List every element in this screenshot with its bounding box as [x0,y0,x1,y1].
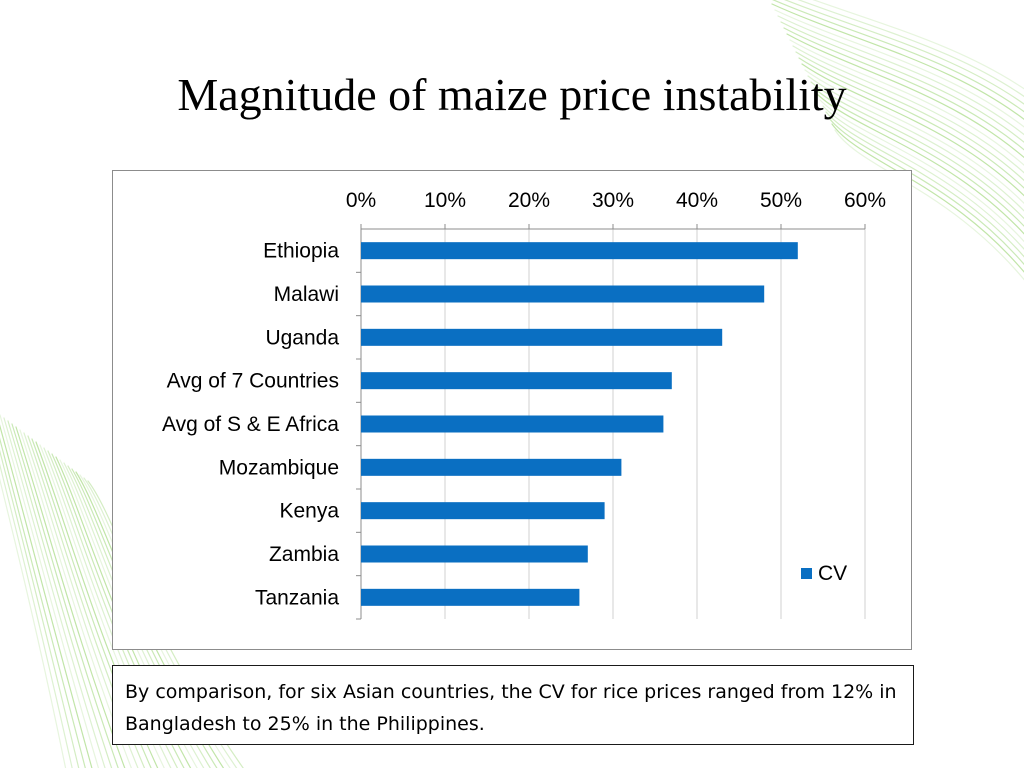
decor-stroke [0,424,93,768]
legend-label: CV [818,562,847,585]
bar [361,285,765,303]
decor-stroke [797,0,1024,98]
x-tick-label: 60% [844,189,886,212]
decor-stroke [783,27,1024,151]
legend-swatch [801,568,812,579]
bar [361,588,580,606]
category-label: Mozambique [219,456,339,479]
x-tick-label: 30% [592,189,634,212]
bar [361,415,664,433]
category-label: Zambia [269,543,339,566]
decor-stroke [772,0,1024,113]
category-label: Malawi [274,283,339,306]
chart-area: 0% 10% 20% 30% 40% 50% 60% Ethiopia Malawi Uganda… [112,170,912,650]
decor-stroke [813,87,1024,227]
decor-stroke [816,93,1024,235]
decor-stroke [0,436,86,768]
category-label: Uganda [265,326,339,349]
bar-chart: 0% 10% 20% 30% 40% 50% 60% Ethiopia Malawi Uganda… [162,189,886,620]
decor-stroke [831,123,1024,273]
category-label: Ethiopia [263,240,339,263]
decor-stroke [795,51,1024,182]
decor-stroke [0,477,67,768]
bar [361,328,723,346]
decor-stroke [825,111,1024,258]
category-label: Avg of 7 Countries [167,370,339,393]
bar [361,242,798,260]
decor-stroke [15,426,126,768]
x-tick-label: 20% [508,189,550,212]
decor-stroke [792,45,1024,174]
bar [361,502,605,520]
decor-stroke [807,75,1024,212]
decor-stroke [810,81,1024,220]
decor-stroke [0,463,73,768]
decor-stroke [0,449,80,768]
decor-stroke [780,21,1024,143]
category-label: Avg of S & E Africa [162,413,339,436]
comparison-note: By comparison, for six Asian countries, … [112,665,914,745]
decor-stroke [822,105,1024,250]
decor-stroke [774,9,1024,128]
decor-stroke [783,0,1024,105]
decor-stroke [819,99,1024,243]
legend: CV [801,562,847,585]
decor-stroke [798,57,1024,189]
decor-stroke [11,423,119,768]
decor-stroke [812,0,1024,90]
bar [361,372,672,390]
slide-title: Magnitude of maize price instability [177,69,847,120]
bar [361,458,622,476]
x-tick-label: 0% [346,189,376,212]
decor-stroke [7,420,113,768]
decor-stroke [0,414,100,768]
decor-stroke [834,129,1024,281]
x-tick-label: 50% [760,189,802,212]
decor-stroke [771,3,1024,121]
decor-stroke [828,117,1024,266]
category-label: Kenya [279,500,339,523]
x-tick-label: 40% [676,189,718,212]
decor-stroke [804,69,1024,205]
top-right-wave [771,0,1024,281]
decor-stroke [777,15,1024,136]
decor-stroke [786,33,1024,159]
decor-stroke [801,63,1024,197]
bar [361,545,588,563]
decor-stroke [3,417,106,768]
category-label: Tanzania [255,586,339,609]
decor-stroke [789,39,1024,166]
x-tick-label: 10% [424,189,466,212]
